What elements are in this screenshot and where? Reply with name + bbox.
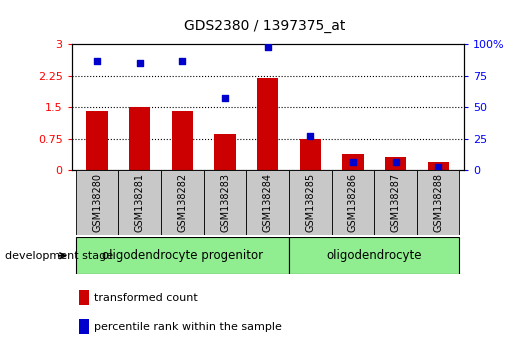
Bar: [257, 78, 278, 170]
Bar: [80, 319, 89, 334]
Point: [93, 58, 101, 63]
Text: GSM138285: GSM138285: [305, 173, 315, 232]
Text: GSM138288: GSM138288: [433, 173, 443, 232]
Text: GSM138282: GSM138282: [178, 173, 188, 232]
Bar: [289, 170, 332, 235]
Bar: [385, 156, 406, 170]
Bar: [289, 237, 460, 274]
Text: GSM138283: GSM138283: [220, 173, 230, 232]
Text: GSM138287: GSM138287: [391, 173, 401, 232]
Text: oligodendrocyte progenitor: oligodendrocyte progenitor: [102, 249, 263, 262]
Point: [391, 160, 400, 165]
Text: GSM138284: GSM138284: [263, 173, 272, 232]
Text: development stage: development stage: [5, 251, 113, 261]
Bar: [80, 290, 89, 305]
Bar: [129, 107, 151, 170]
Text: GSM138280: GSM138280: [92, 173, 102, 232]
Bar: [76, 170, 118, 235]
Bar: [246, 170, 289, 235]
Bar: [428, 162, 449, 170]
Text: transformed count: transformed count: [94, 293, 198, 303]
Point: [221, 96, 229, 101]
Point: [306, 133, 314, 139]
Bar: [342, 154, 364, 170]
Bar: [76, 237, 289, 274]
Text: GSM138281: GSM138281: [135, 173, 145, 232]
Text: GDS2380 / 1397375_at: GDS2380 / 1397375_at: [184, 19, 346, 34]
Point: [178, 58, 187, 63]
Point: [263, 44, 272, 50]
Bar: [214, 134, 236, 170]
Text: percentile rank within the sample: percentile rank within the sample: [94, 321, 282, 332]
Point: [349, 160, 357, 165]
Point: [136, 60, 144, 66]
Text: oligodendrocyte: oligodendrocyte: [326, 249, 422, 262]
Bar: [417, 170, 460, 235]
Bar: [161, 170, 204, 235]
Bar: [204, 170, 246, 235]
Bar: [172, 111, 193, 170]
Bar: [118, 170, 161, 235]
Point: [434, 165, 443, 170]
Bar: [86, 111, 108, 170]
Bar: [299, 138, 321, 170]
Bar: [332, 170, 374, 235]
Text: GSM138286: GSM138286: [348, 173, 358, 232]
Bar: [374, 170, 417, 235]
